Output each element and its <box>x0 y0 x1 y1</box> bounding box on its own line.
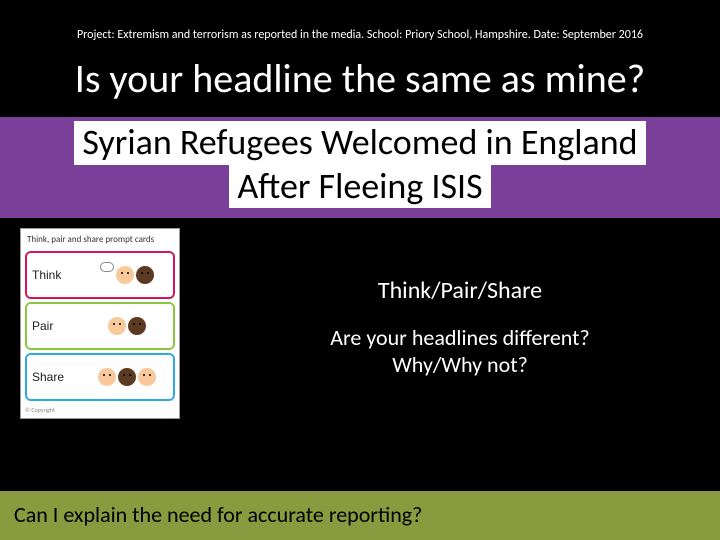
card-row-pair: Pair <box>25 302 175 350</box>
thought-bubble-icon <box>100 262 114 272</box>
face-icon <box>108 317 126 335</box>
activity-question-1: Are your headlines different? <box>220 325 700 351</box>
face-icon <box>128 317 146 335</box>
activity-heading: Think/Pair/Share <box>220 276 700 305</box>
headline-line-1: Syrian Refugees Welcomed in England <box>74 121 645 165</box>
card-row-share: Share <box>25 353 175 401</box>
card-icon-pair <box>81 304 173 348</box>
card-label: Think <box>27 253 81 297</box>
project-line: Project: Extremism and terrorism as repo… <box>0 0 720 50</box>
card-label: Share <box>27 355 81 399</box>
card-icon-share <box>81 355 173 399</box>
footer-question: Can I explain the need for accurate repo… <box>0 491 720 540</box>
face-icon <box>118 368 136 386</box>
face-icon <box>116 266 134 284</box>
prompt-card-image: Think, pair and share prompt cards Think… <box>20 228 180 419</box>
headline-line-2: After Fleeing ISIS <box>229 165 490 209</box>
card-caption: Think, pair and share prompt cards <box>25 233 175 248</box>
headline-band: Syrian Refugees Welcomed in England Afte… <box>0 117 720 218</box>
activity-question-2: Why/Why not? <box>220 352 700 378</box>
face-icon <box>98 368 116 386</box>
card-label: Pair <box>27 304 81 348</box>
page-title: Is your headline the same as mine? <box>0 50 720 117</box>
face-icon <box>138 368 156 386</box>
card-row-think: Think <box>25 251 175 299</box>
activity-text: Think/Pair/Share Are your headlines diff… <box>220 228 700 378</box>
mid-section: Think, pair and share prompt cards Think… <box>0 218 720 419</box>
card-footnote: © Copyright <box>25 404 175 414</box>
face-icon <box>136 266 154 284</box>
card-icon-think <box>81 253 173 297</box>
